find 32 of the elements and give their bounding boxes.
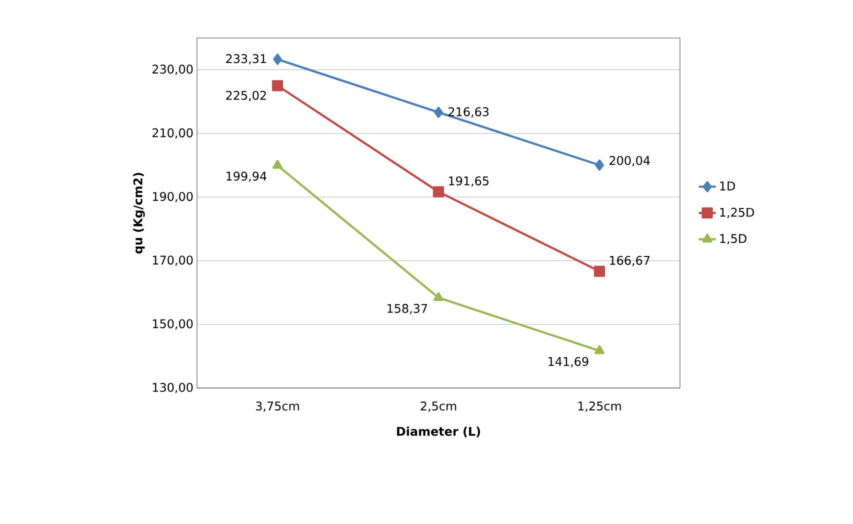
data-label: 225,02 bbox=[226, 90, 266, 102]
point bbox=[594, 345, 604, 354]
y-tick-label: 130,00 bbox=[152, 382, 193, 394]
legend-label: 1D bbox=[720, 182, 735, 190]
y-tick-label: 150,00 bbox=[152, 319, 193, 330]
legend-label: 1,25D bbox=[720, 208, 754, 218]
point bbox=[595, 160, 604, 171]
x-tick-label: 2,5cm bbox=[420, 402, 456, 412]
x-tick-label: 1,25cm bbox=[578, 402, 621, 412]
x-tick-label: 3,75cm bbox=[256, 402, 299, 412]
x-axis-title: Diameter (L) bbox=[397, 426, 480, 438]
point bbox=[273, 54, 282, 65]
data-label: 216,63 bbox=[448, 107, 489, 118]
legend-label: 1,5D bbox=[720, 234, 746, 244]
point bbox=[272, 160, 282, 169]
data-label: 141,69 bbox=[548, 356, 588, 368]
point bbox=[434, 292, 444, 302]
data-label: 166,67 bbox=[610, 256, 650, 266]
data-label: 158,37 bbox=[388, 304, 428, 314]
data-label: 200,04 bbox=[610, 156, 650, 166]
data-label: 199,94 bbox=[226, 172, 266, 182]
y-tick-label: 170,00 bbox=[152, 256, 193, 266]
data-label: 191,65 bbox=[449, 176, 488, 187]
point bbox=[594, 266, 606, 277]
data-label: 233,31 bbox=[226, 54, 266, 64]
point bbox=[272, 80, 284, 92]
y-axis-title: qu (Kg/cm2) bbox=[133, 172, 145, 254]
y-tick-label: 210,00 bbox=[152, 128, 193, 139]
y-tick-label: 190,00 bbox=[152, 192, 193, 202]
point bbox=[432, 186, 444, 198]
point bbox=[434, 106, 443, 118]
y-tick-label: 230,00 bbox=[152, 64, 193, 75]
